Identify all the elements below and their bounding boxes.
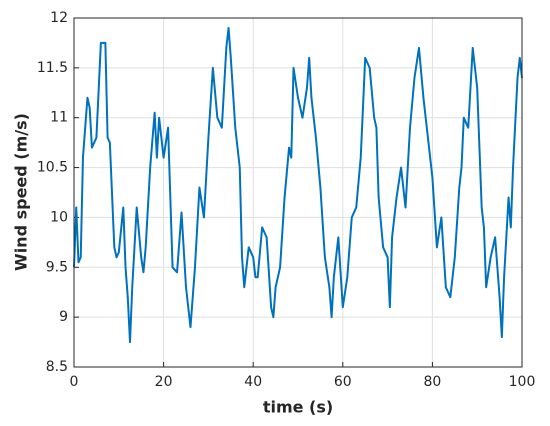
y-tick-label: 12	[50, 10, 68, 26]
x-tick-label: 100	[509, 374, 536, 390]
y-tick-label: 9	[59, 309, 68, 325]
plot-area	[74, 18, 522, 367]
x-axis-label: time (s)	[263, 398, 333, 417]
y-tick-label: 11	[50, 110, 68, 126]
axes-box	[73, 17, 523, 368]
x-tick-label: 40	[244, 374, 262, 390]
x-tick-label: 60	[334, 374, 352, 390]
y-tick-label: 9.5	[46, 259, 68, 275]
y-tick-label: 11.5	[37, 60, 68, 76]
y-tick-label: 8.5	[46, 359, 68, 375]
x-tick-label: 20	[155, 374, 173, 390]
y-tick-label: 10	[50, 209, 68, 225]
x-tick-label: 0	[70, 374, 79, 390]
line	[73, 26, 523, 344]
y-axis-label: Wind speed (m/s)	[12, 113, 31, 271]
y-tick-label: 10.5	[37, 160, 68, 176]
x-tick-label: 80	[423, 374, 441, 390]
